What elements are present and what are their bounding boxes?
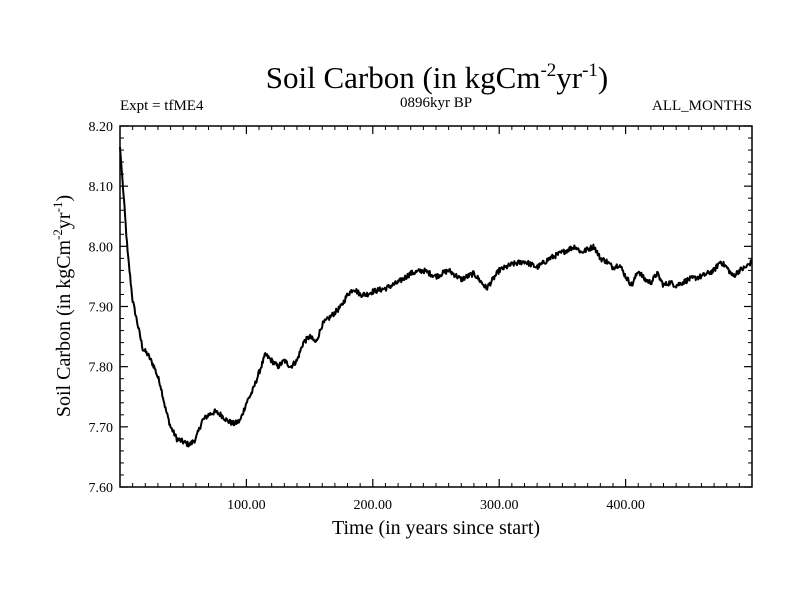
y-tick-label: 7.80: [89, 361, 114, 376]
y-tick-label: 7.70: [89, 421, 114, 436]
series-line-soil-carbon: [119, 146, 753, 448]
subtitle-experiment: Expt = tfME4: [120, 98, 204, 114]
subtitle-period: 0896kyr BP: [400, 95, 472, 111]
y-tick-label: 7.90: [89, 301, 114, 316]
y-tick-label: 8.10: [89, 180, 114, 195]
x-tick-label: 200.00: [354, 498, 393, 513]
x-axis: 100.00 200.00 300.00 400.00: [227, 126, 645, 513]
x-tick-label: 100.00: [227, 498, 266, 513]
x-tick-label: 300.00: [480, 498, 519, 513]
subtitle-months: ALL_MONTHS: [652, 98, 752, 114]
y-axis: 7.60 7.70 7.80 7.90 8.00 8.10 8.20: [89, 120, 752, 496]
plot-frame: [119, 125, 753, 488]
y-tick-label: 8.00: [89, 240, 114, 255]
y-tick-label: 7.60: [89, 481, 114, 496]
x-axis-label: Time (in years since start): [332, 517, 540, 539]
minor-ticks: [120, 126, 752, 487]
chart-title: Soil Carbon (in kgCm-2yr-1): [266, 60, 609, 95]
y-tick-label: 8.20: [89, 120, 114, 135]
y-axis-label: Soil Carbon (in kgCm-2yr-1): [50, 195, 75, 417]
x-tick-label: 400.00: [606, 498, 645, 513]
